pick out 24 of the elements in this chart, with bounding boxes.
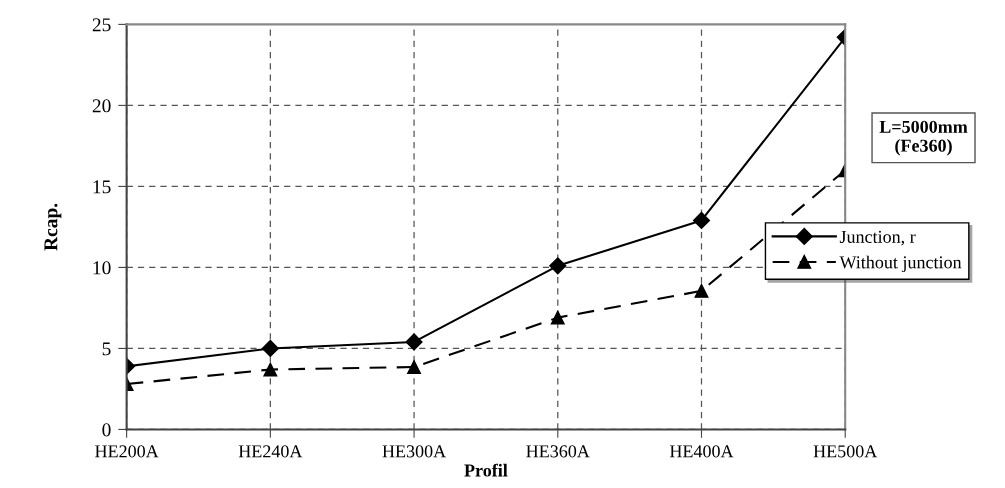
legend-label: Without junction [839, 255, 962, 273]
y-tick-label: 0 [102, 423, 111, 437]
x-tick-label: HE240A [238, 445, 303, 458]
x-axis-title: Profil [464, 463, 508, 477]
point [407, 360, 422, 375]
x-tick-label: HE360A [526, 445, 590, 458]
point [692, 211, 711, 229]
x-tick-label: HE200A [95, 445, 159, 458]
x-tick-label: HE500A [813, 445, 878, 458]
point [405, 333, 423, 351]
y-tick-label: 25 [92, 18, 111, 32]
y-tick-label: 5 [102, 342, 111, 356]
y-tick-label: 20 [92, 99, 111, 113]
x-tick-label: HE300A [382, 445, 447, 458]
legend-label: Junction, r [839, 230, 916, 246]
text: L=5000mm (Fe360) [879, 120, 968, 156]
point [263, 362, 278, 377]
y-axis-title: Rcap. [44, 203, 62, 251]
y-tick-label: 15 [93, 180, 111, 194]
x-tick-label: HE400A [669, 445, 734, 458]
y-tick-label: 10 [93, 261, 111, 275]
point [550, 310, 565, 325]
point [694, 283, 709, 298]
point [549, 257, 567, 275]
